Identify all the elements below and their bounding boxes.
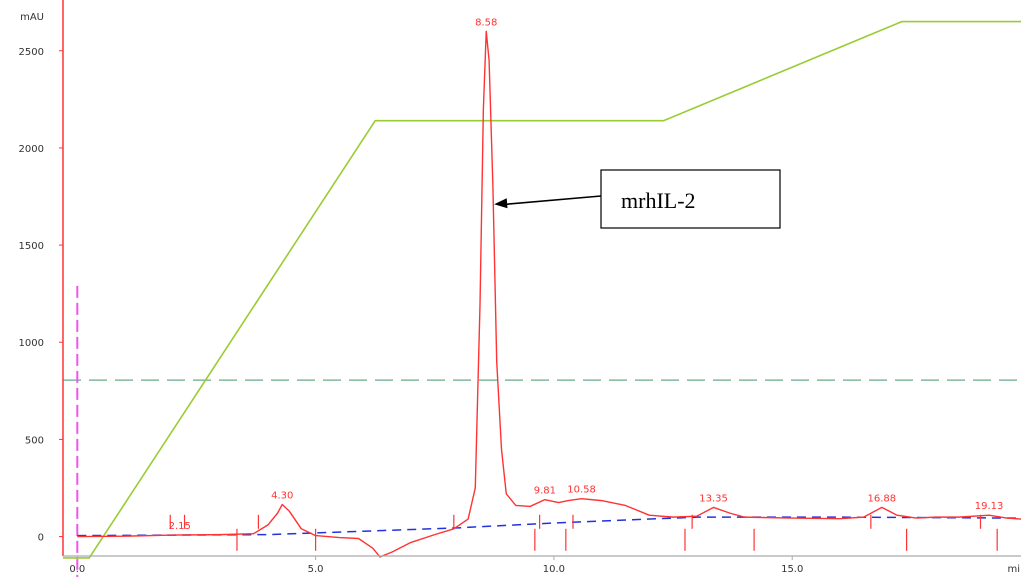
peak-label: 2.15 xyxy=(169,521,191,532)
callout-arrow-shaft xyxy=(506,195,602,206)
callout-label: mrhIL-2 xyxy=(621,188,696,213)
peak-labels: 2.15 4.30 8.58 9.81 10.58 13.35 16.88 19.13 xyxy=(169,17,1004,532)
x-tick-label: 5.0 xyxy=(308,564,324,575)
peak-label: 8.58 xyxy=(475,17,497,28)
peak-label: 19.13 xyxy=(975,501,1004,512)
callout-arrow-head xyxy=(494,198,508,209)
baseline-line xyxy=(77,516,1021,537)
callout-box xyxy=(600,169,781,229)
absorbance-trace xyxy=(77,30,1021,558)
y-tick-label: 2500 xyxy=(19,47,44,58)
y-tick-label: 1000 xyxy=(19,338,44,349)
x-tick-label: 10.0 xyxy=(543,564,565,575)
x-axis-unit: mi xyxy=(1007,564,1020,575)
gradient-line xyxy=(63,20,1021,559)
y-tick-label: 1500 xyxy=(19,241,44,252)
y-tick-label: 2000 xyxy=(19,144,44,155)
x-tick-label: 0.0 xyxy=(69,564,85,575)
peak-label: 4.30 xyxy=(271,491,293,502)
y-tick-label: 500 xyxy=(25,435,44,446)
y-tick-label: 0 xyxy=(38,533,44,544)
x-tick-label: 15.0 xyxy=(781,564,803,575)
peak-label: 13.35 xyxy=(699,493,728,504)
peak-label: 16.88 xyxy=(868,493,897,504)
peak-label: 10.58 xyxy=(567,485,596,496)
y-axis-unit: mAU xyxy=(20,12,44,23)
axes: 0 500 1000 1500 2000 2500 mAU 0.0 5.0 10.0 15.0 mi xyxy=(19,0,1021,575)
plot-area xyxy=(63,20,1021,577)
callout: mrhIL-2 xyxy=(494,169,781,229)
peak-label: 9.81 xyxy=(534,486,556,497)
